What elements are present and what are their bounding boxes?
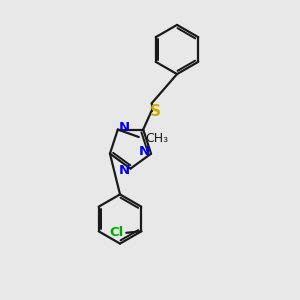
Text: Cl: Cl — [110, 226, 124, 239]
Text: S: S — [150, 103, 161, 118]
Text: N: N — [119, 121, 130, 134]
Text: N: N — [119, 164, 130, 178]
Text: CH₃: CH₃ — [146, 132, 169, 145]
Text: N: N — [139, 146, 150, 158]
